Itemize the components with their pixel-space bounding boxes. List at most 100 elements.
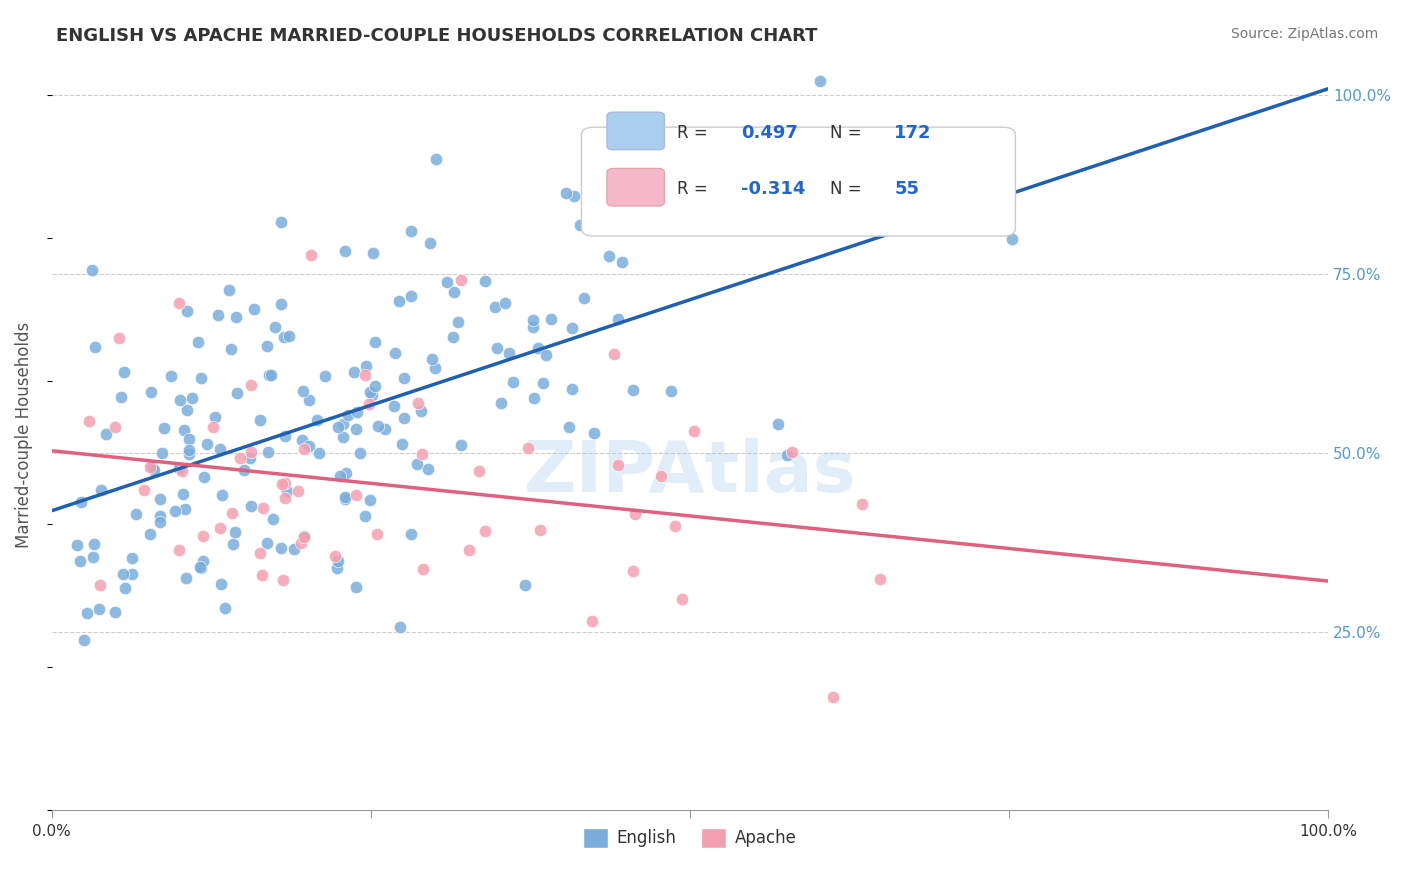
Point [84, 340, 107, 354]
Point [219, 342, 242, 356]
Point [333, 492, 356, 507]
Point [256, 339, 278, 353]
Point [298, 392, 321, 407]
Point [80, 262, 103, 277]
Text: N =: N = [831, 180, 868, 198]
Point [780, 445, 803, 459]
Point [125, 507, 148, 521]
Point [90, 483, 112, 497]
Point [399, 224, 422, 238]
Point [240, 500, 263, 514]
Point [323, 549, 346, 563]
Point [486, 341, 509, 355]
Point [273, 330, 295, 344]
Point [329, 469, 352, 483]
Point [526, 342, 548, 356]
Point [69, 554, 91, 568]
Point [287, 484, 309, 499]
Point [83, 537, 105, 551]
Point [332, 429, 354, 443]
Point [224, 524, 246, 539]
Point [436, 275, 458, 289]
Point [190, 560, 212, 574]
Point [498, 345, 520, 359]
Point [399, 288, 422, 302]
FancyBboxPatch shape [607, 112, 665, 150]
Point [108, 331, 131, 345]
Point [172, 487, 194, 501]
Point [152, 421, 174, 435]
Point [536, 348, 558, 362]
Point [270, 541, 292, 556]
Point [367, 418, 389, 433]
Point [232, 463, 254, 477]
Point [1001, 232, 1024, 246]
Point [388, 620, 411, 634]
Point [489, 396, 512, 410]
Y-axis label: Married-couple Households: Married-couple Households [15, 322, 32, 549]
Point [443, 285, 465, 299]
Point [165, 504, 187, 518]
Point [132, 483, 155, 497]
Point [173, 423, 195, 437]
Point [214, 600, 236, 615]
Point [291, 433, 314, 447]
Point [195, 437, 218, 451]
Point [174, 501, 197, 516]
Point [344, 488, 367, 502]
Point [239, 377, 262, 392]
Point [359, 492, 381, 507]
Point [66, 538, 89, 552]
Point [77, 414, 100, 428]
Point [202, 420, 225, 434]
Point [569, 218, 592, 232]
Point [333, 490, 356, 504]
Point [89, 602, 111, 616]
Point [326, 560, 349, 574]
Text: ZIPAtlas: ZIPAtlas [523, 438, 856, 507]
Point [104, 420, 127, 434]
Point [391, 437, 413, 451]
Point [70, 495, 93, 509]
Point [110, 390, 132, 404]
Point [382, 399, 405, 413]
Point [139, 385, 162, 400]
Point [294, 530, 316, 544]
Point [292, 529, 315, 543]
Point [176, 403, 198, 417]
Point [291, 384, 314, 398]
Point [111, 566, 134, 581]
Point [169, 296, 191, 310]
Point [187, 334, 209, 349]
Point [425, 360, 447, 375]
Point [810, 74, 832, 88]
Point [554, 186, 576, 200]
Point [176, 303, 198, 318]
Point [188, 560, 211, 574]
Point [209, 442, 232, 456]
Point [149, 492, 172, 507]
Point [574, 291, 596, 305]
Point [326, 420, 349, 434]
Point [169, 392, 191, 407]
Point [366, 527, 388, 541]
Point [359, 384, 381, 399]
Point [177, 432, 200, 446]
Text: -0.314: -0.314 [741, 180, 806, 198]
Point [114, 581, 136, 595]
Point [540, 312, 562, 326]
Point [243, 302, 266, 317]
Point [598, 250, 620, 264]
Point [411, 447, 433, 461]
Point [776, 448, 799, 462]
Text: R =: R = [678, 124, 713, 142]
Point [522, 313, 544, 327]
Point [271, 476, 294, 491]
Point [392, 410, 415, 425]
Point [474, 524, 496, 539]
Point [388, 294, 411, 309]
Point [337, 408, 360, 422]
Point [502, 375, 524, 389]
Point [262, 512, 284, 526]
Point [270, 215, 292, 229]
